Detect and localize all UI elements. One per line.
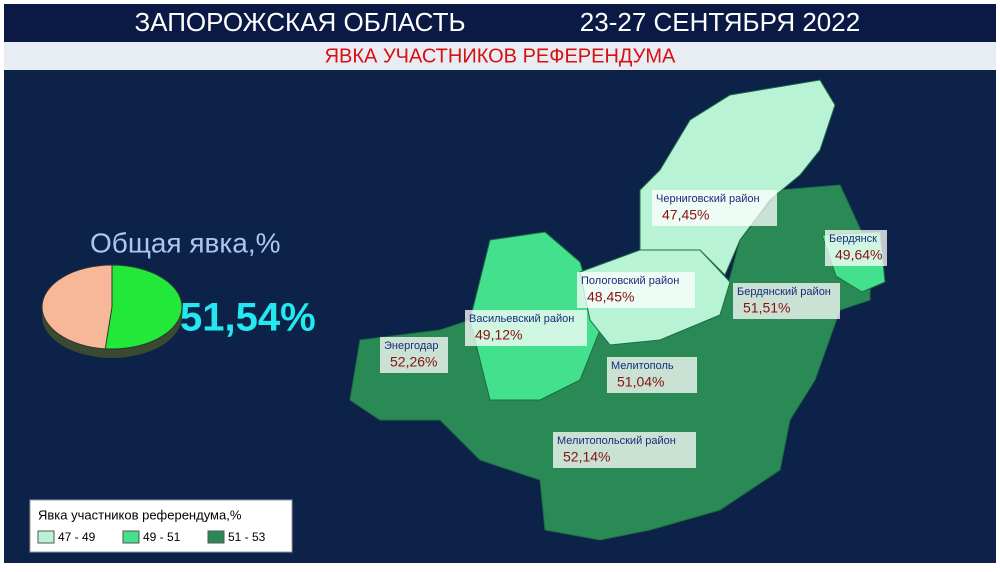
header-dates: 23-27 СЕНТЯБРЯ 2022 bbox=[580, 7, 860, 37]
label-box bbox=[733, 283, 840, 319]
region-chernigovsky bbox=[639, 79, 836, 276]
region-name: Пологовский район bbox=[581, 275, 679, 287]
legend-label: 49 - 51 bbox=[143, 530, 181, 544]
label-box bbox=[607, 357, 697, 393]
pie bbox=[41, 264, 183, 358]
region-value: 52,14% bbox=[563, 449, 610, 465]
region-name: Бердянск bbox=[829, 233, 877, 245]
region-name: Мелитополь bbox=[611, 360, 674, 372]
region-name: Мелитопольский район bbox=[557, 435, 676, 447]
legend-swatch bbox=[37, 530, 55, 544]
legend: 47 - 49 49 - 51 51 - 53 bbox=[37, 530, 266, 544]
label-box bbox=[380, 337, 448, 373]
header-title: ЗАПОРОЖСКАЯ ОБЛАСТЬ bbox=[134, 7, 465, 37]
legend-swatch bbox=[122, 530, 140, 544]
region-name: Бердянский район bbox=[737, 286, 831, 298]
region-value: 49,12% bbox=[475, 327, 522, 343]
region-value: 51,04% bbox=[617, 374, 664, 390]
region-name: Васильевский район bbox=[469, 313, 574, 325]
region-value: 52,26% bbox=[390, 354, 437, 370]
pie-slice bbox=[104, 264, 183, 350]
turnout-label: 51,54% bbox=[180, 296, 316, 340]
region-name: Черниговский район bbox=[656, 193, 760, 205]
region-name: Энергодар bbox=[384, 340, 439, 352]
label-box bbox=[465, 310, 587, 346]
region-value: 51,51% bbox=[743, 300, 790, 316]
subtitle: ЯВКА УЧАСТНИКОВ РЕФЕРЕНДУМА bbox=[325, 45, 676, 67]
legend-box bbox=[29, 499, 293, 553]
region-labels: Черниговский район 47,45% Бердянск 49,64% По… bbox=[380, 190, 887, 468]
label-box bbox=[825, 230, 887, 266]
label-box bbox=[652, 190, 777, 226]
header-band bbox=[4, 4, 996, 42]
turnout-title: Общая явка,% bbox=[90, 227, 281, 258]
legend-swatch bbox=[207, 530, 225, 544]
legend-label: 47 - 49 bbox=[58, 530, 96, 544]
region-value: 47,45% bbox=[662, 207, 709, 223]
subtitle-band bbox=[4, 42, 996, 70]
legend-title: Явка участников референдума,% bbox=[38, 507, 242, 522]
legend-label: 51 - 53 bbox=[228, 530, 266, 544]
label-box bbox=[553, 432, 696, 468]
region-value: 48,45% bbox=[587, 289, 634, 305]
label-box bbox=[577, 272, 695, 308]
region-value: 49,64% bbox=[835, 247, 882, 263]
